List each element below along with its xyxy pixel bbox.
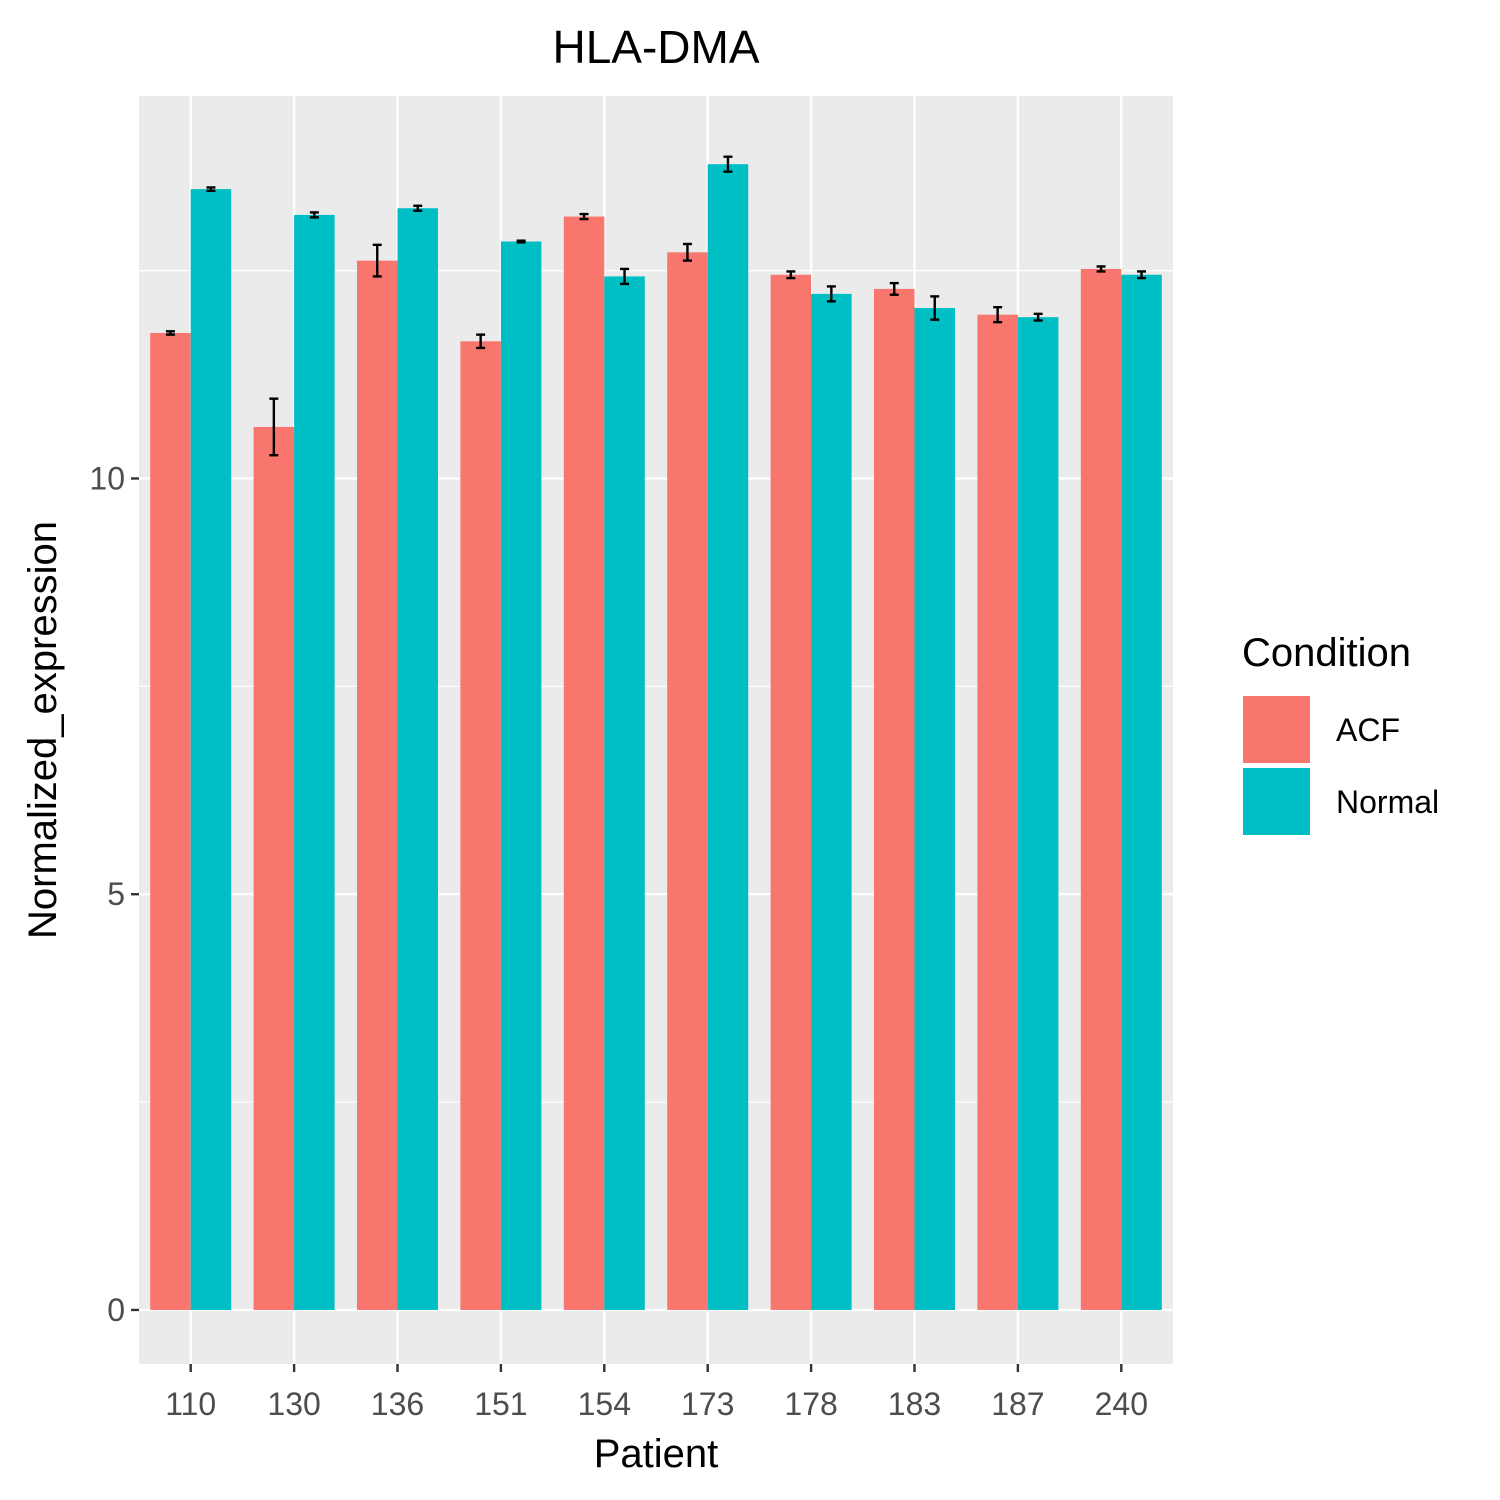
legend-label: Normal <box>1336 784 1439 820</box>
error-bar <box>723 155 733 173</box>
error-bar <box>579 212 589 221</box>
error-bar <box>372 243 382 278</box>
error-bar <box>786 270 796 280</box>
error-bar <box>165 330 175 336</box>
bar <box>1017 317 1059 1310</box>
error-bar <box>413 204 423 212</box>
y-tick-label: 0 <box>107 1292 125 1328</box>
chart-title: HLA-DMA <box>552 21 759 73</box>
y-tick-label: 5 <box>107 876 125 912</box>
bar <box>874 288 915 1310</box>
x-tick-label: 187 <box>991 1386 1044 1422</box>
error-bar <box>993 305 1003 324</box>
bar <box>977 314 1018 1310</box>
y-axis: 0 5 10 <box>89 460 139 1328</box>
legend-key <box>1241 766 1312 837</box>
error-bars <box>165 155 1147 457</box>
bar <box>563 216 605 1310</box>
error-bar <box>476 333 486 350</box>
bars <box>150 164 1162 1310</box>
bar <box>811 293 852 1310</box>
legend-label: ACF <box>1336 712 1400 748</box>
x-tick-label: 151 <box>474 1386 527 1422</box>
error-bar <box>269 397 279 457</box>
x-tick-label: 136 <box>371 1386 424 1422</box>
x-tick-label: 240 <box>1095 1386 1148 1422</box>
bar <box>707 164 749 1310</box>
bar <box>397 208 438 1310</box>
bar <box>190 189 232 1310</box>
error-bar <box>1096 265 1106 273</box>
bar <box>604 276 645 1310</box>
x-axis: 110 130 136 151 154 173 178 183 187 240 <box>165 1364 1148 1422</box>
bar <box>357 260 398 1310</box>
error-bar <box>889 281 899 296</box>
bar <box>150 332 191 1310</box>
error-bar <box>516 239 526 244</box>
x-tick-label: 183 <box>888 1386 941 1422</box>
error-bar <box>682 242 692 262</box>
error-bar <box>309 211 319 219</box>
x-axis-title: Patient <box>594 1432 719 1476</box>
x-tick-label: 130 <box>267 1386 320 1422</box>
bar <box>667 252 708 1310</box>
bar <box>1121 274 1162 1310</box>
error-bar <box>1137 270 1147 280</box>
x-tick-label: 173 <box>681 1386 734 1422</box>
bar <box>914 308 955 1310</box>
y-tick-label: 10 <box>89 460 125 496</box>
bar <box>294 214 335 1310</box>
legend-key <box>1241 694 1312 765</box>
error-bar <box>206 186 216 192</box>
bar <box>460 341 501 1310</box>
bar <box>770 274 812 1310</box>
legend: Condition ACF Normal <box>1241 631 1439 837</box>
bar <box>500 241 542 1310</box>
x-tick-label: 178 <box>784 1386 837 1422</box>
error-bar <box>826 285 836 303</box>
y-axis-title: Normalized_expression <box>21 521 65 939</box>
bar <box>253 426 295 1310</box>
legend-title: Condition <box>1242 631 1411 675</box>
error-bar <box>620 267 630 286</box>
bar <box>1080 268 1122 1310</box>
error-bar <box>1033 312 1043 322</box>
x-tick-label: 110 <box>165 1386 216 1422</box>
x-tick-label: 154 <box>578 1386 631 1422</box>
error-bar <box>930 295 940 321</box>
